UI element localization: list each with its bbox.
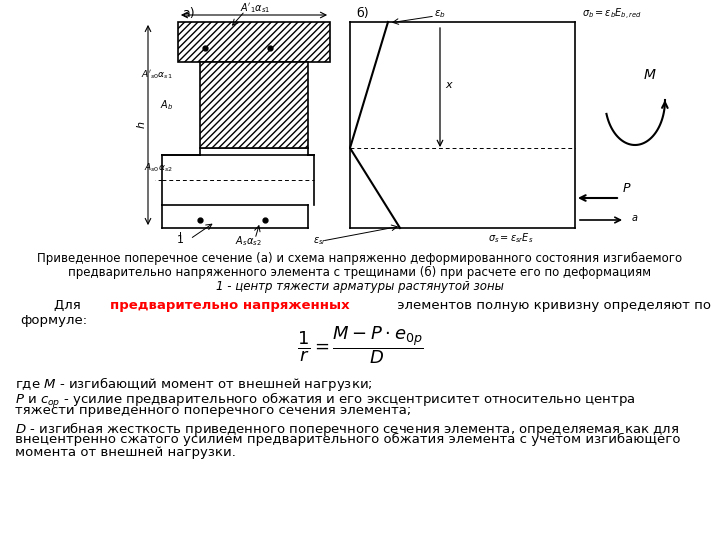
Text: Приведенное поперечное сечение (а) и схема напряженно деформированного состояния: Приведенное поперечное сечение (а) и схе… — [37, 252, 683, 265]
Text: M: M — [644, 68, 656, 82]
Text: 1 - центр тяжести арматуры растянутой зоны: 1 - центр тяжести арматуры растянутой зо… — [216, 280, 504, 293]
Text: P: P — [622, 181, 630, 194]
Text: $A_b$: $A_b$ — [160, 98, 173, 112]
Text: $A_s\alpha_{s2}$: $A_s\alpha_{s2}$ — [235, 234, 261, 248]
Polygon shape — [178, 22, 330, 62]
Text: $P$ и $c_{op}$ - усилие предварительного обжатия и его эксцентриситет относитель: $P$ и $c_{op}$ - усилие предварительного… — [15, 391, 636, 410]
Text: x: x — [445, 80, 451, 90]
Text: где $M$ - изгибающий момент от внешней нагрузки;: где $M$ - изгибающий момент от внешней н… — [15, 375, 372, 393]
Text: $A'_1\alpha_{s1}$: $A'_1\alpha_{s1}$ — [240, 1, 270, 15]
Text: а): а) — [182, 8, 194, 21]
Text: предварительно напряженных: предварительно напряженных — [110, 299, 350, 312]
Text: момента от внешней нагрузки.: момента от внешней нагрузки. — [15, 446, 236, 459]
Text: тяжести приведенного поперечного сечения элемента;: тяжести приведенного поперечного сечения… — [15, 404, 411, 417]
Text: $A'_{s0}\alpha_{s1}$: $A'_{s0}\alpha_{s1}$ — [141, 69, 173, 81]
Text: $\dfrac{1}{r} = \dfrac{M - P \cdot e_{0p}}{D}$: $\dfrac{1}{r} = \dfrac{M - P \cdot e_{0p… — [297, 325, 423, 366]
Polygon shape — [200, 62, 308, 148]
Text: $A_{s0}\alpha_{s2}$: $A_{s0}\alpha_{s2}$ — [144, 162, 173, 174]
Text: Для: Для — [20, 299, 85, 312]
Text: 1: 1 — [176, 235, 184, 245]
Text: h: h — [137, 122, 147, 129]
Text: $\sigma_b= \varepsilon_b E_{b,red}$: $\sigma_b= \varepsilon_b E_{b,red}$ — [582, 6, 642, 22]
Text: $D$ - изгибная жесткость приведенного поперечного сечения элемента, определяемая: $D$ - изгибная жесткость приведенного по… — [15, 420, 679, 438]
Text: a: a — [632, 213, 638, 223]
Text: $\sigma_s= \varepsilon_{sr}E_s$: $\sigma_s= \varepsilon_{sr}E_s$ — [488, 231, 534, 245]
Text: $\varepsilon_b$: $\varepsilon_b$ — [434, 8, 446, 20]
Text: $\varepsilon_{sr}$: $\varepsilon_{sr}$ — [313, 235, 327, 247]
Text: элементов полную кривизну определяют по: элементов полную кривизну определяют по — [393, 299, 711, 312]
Text: внецентренно сжатого усилием предварительного обжатия элемента с учетом изгибающ: внецентренно сжатого усилием предварител… — [15, 433, 680, 446]
Text: б): б) — [356, 8, 369, 21]
Text: предварительно напряженного элемента с трещинами (б) при расчете его по деформац: предварительно напряженного элемента с т… — [68, 266, 652, 279]
Text: формуле:: формуле: — [20, 314, 87, 327]
